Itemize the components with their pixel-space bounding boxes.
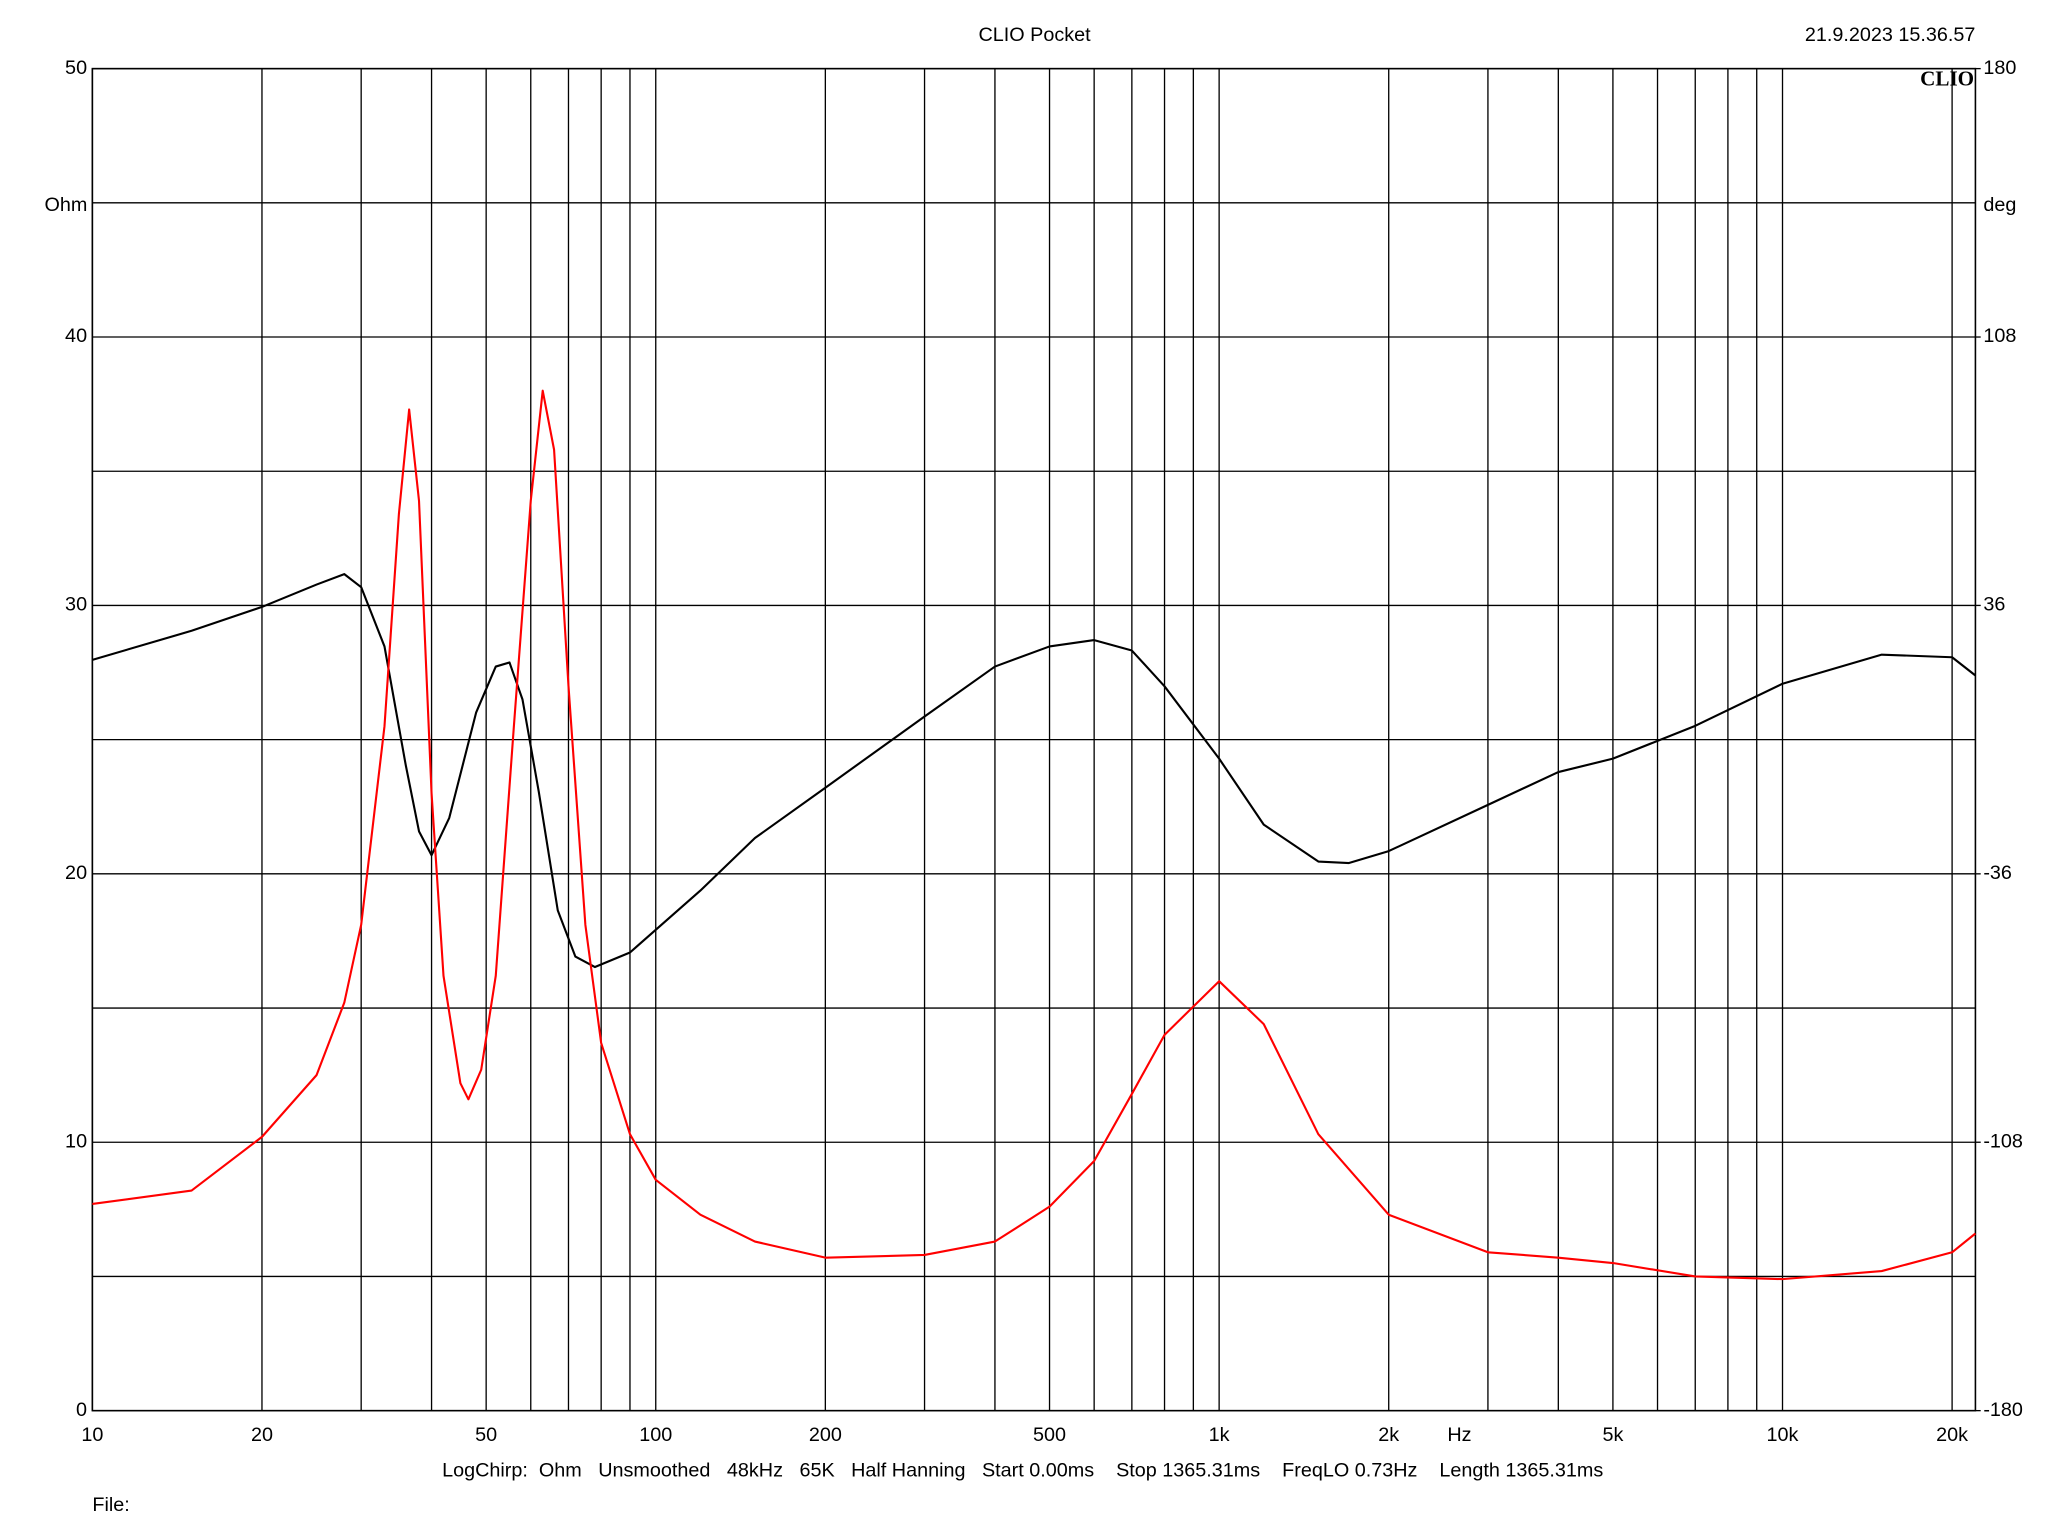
y-tick-label: 0 <box>76 1399 87 1421</box>
y-tick-label: 30 <box>65 594 87 616</box>
y2-tick-label: 108 <box>1983 325 2016 347</box>
x-tick-label: 50 <box>475 1424 497 1446</box>
y2-tick-label: -36 <box>1983 862 2012 884</box>
y2-tick-label: -180 <box>1983 1399 2023 1421</box>
x-tick-label: 10 <box>81 1424 103 1446</box>
timestamp: 21.9.2023 15.36.57 <box>1805 24 1976 46</box>
x-tick-label: 20k <box>1936 1424 1968 1446</box>
x-tick-label: 20 <box>251 1424 273 1446</box>
y-tick-label: 40 <box>65 325 87 347</box>
x-tick-label: 200 <box>809 1424 842 1446</box>
x-tick-label: 5k <box>1602 1424 1623 1446</box>
y2-tick-label: 180 <box>1983 57 2016 79</box>
y-tick-label: 20 <box>65 862 87 884</box>
y-axis-label: Ohm <box>45 194 88 216</box>
footer: LogChirp: Ohm Unsmoothed 48kHz 65K Half … <box>442 1460 1603 1482</box>
y-tick-label: 10 <box>65 1130 87 1152</box>
curve <box>92 389 1977 1281</box>
y2-tick-label: -108 <box>1983 1130 2023 1152</box>
plot-frame <box>91 67 1977 1412</box>
curve <box>92 573 1977 969</box>
y-tick-label: 50 <box>65 57 87 79</box>
x-tick-label: 1k <box>1209 1424 1230 1446</box>
file-label: File: <box>92 1494 129 1516</box>
y2-axis-label: deg <box>1983 194 2016 216</box>
y2-tick-label: 36 <box>1983 594 2005 616</box>
x-tick-label: 100 <box>639 1424 672 1446</box>
logo: CLIO <box>1920 66 1974 90</box>
x-tick-label: 500 <box>1033 1424 1066 1446</box>
x-tick-label: 10k <box>1767 1424 1799 1446</box>
chart-title: CLIO Pocket <box>978 24 1091 46</box>
x-axis-label: Hz <box>1447 1424 1471 1446</box>
x-tick-label: 2k <box>1378 1424 1399 1446</box>
